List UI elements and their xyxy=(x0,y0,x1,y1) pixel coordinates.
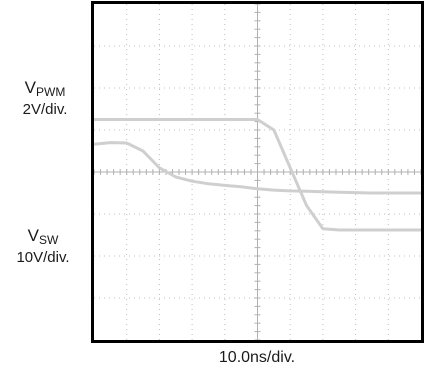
pwm-trace xyxy=(93,141,421,195)
pwm-channel-name: V xyxy=(24,78,36,97)
pwm-channel-subscript: PWM xyxy=(36,85,66,99)
x-axis-label: 10.0ns/div. xyxy=(218,349,296,366)
sw-channel-subscript: SW xyxy=(39,233,59,247)
sw-trace xyxy=(94,118,421,232)
sw-channel-label: VSW 10V/div. xyxy=(0,227,86,267)
sw-channel-name: V xyxy=(27,226,39,245)
plot-frame xyxy=(91,1,424,343)
scope-traces xyxy=(93,118,421,232)
scope-grid xyxy=(93,3,422,341)
pwm-channel-label: VPWM 2V/div. xyxy=(2,79,88,119)
sw-channel-scale: 10V/div. xyxy=(16,249,70,266)
pwm-channel-scale: 2V/div. xyxy=(22,101,68,118)
